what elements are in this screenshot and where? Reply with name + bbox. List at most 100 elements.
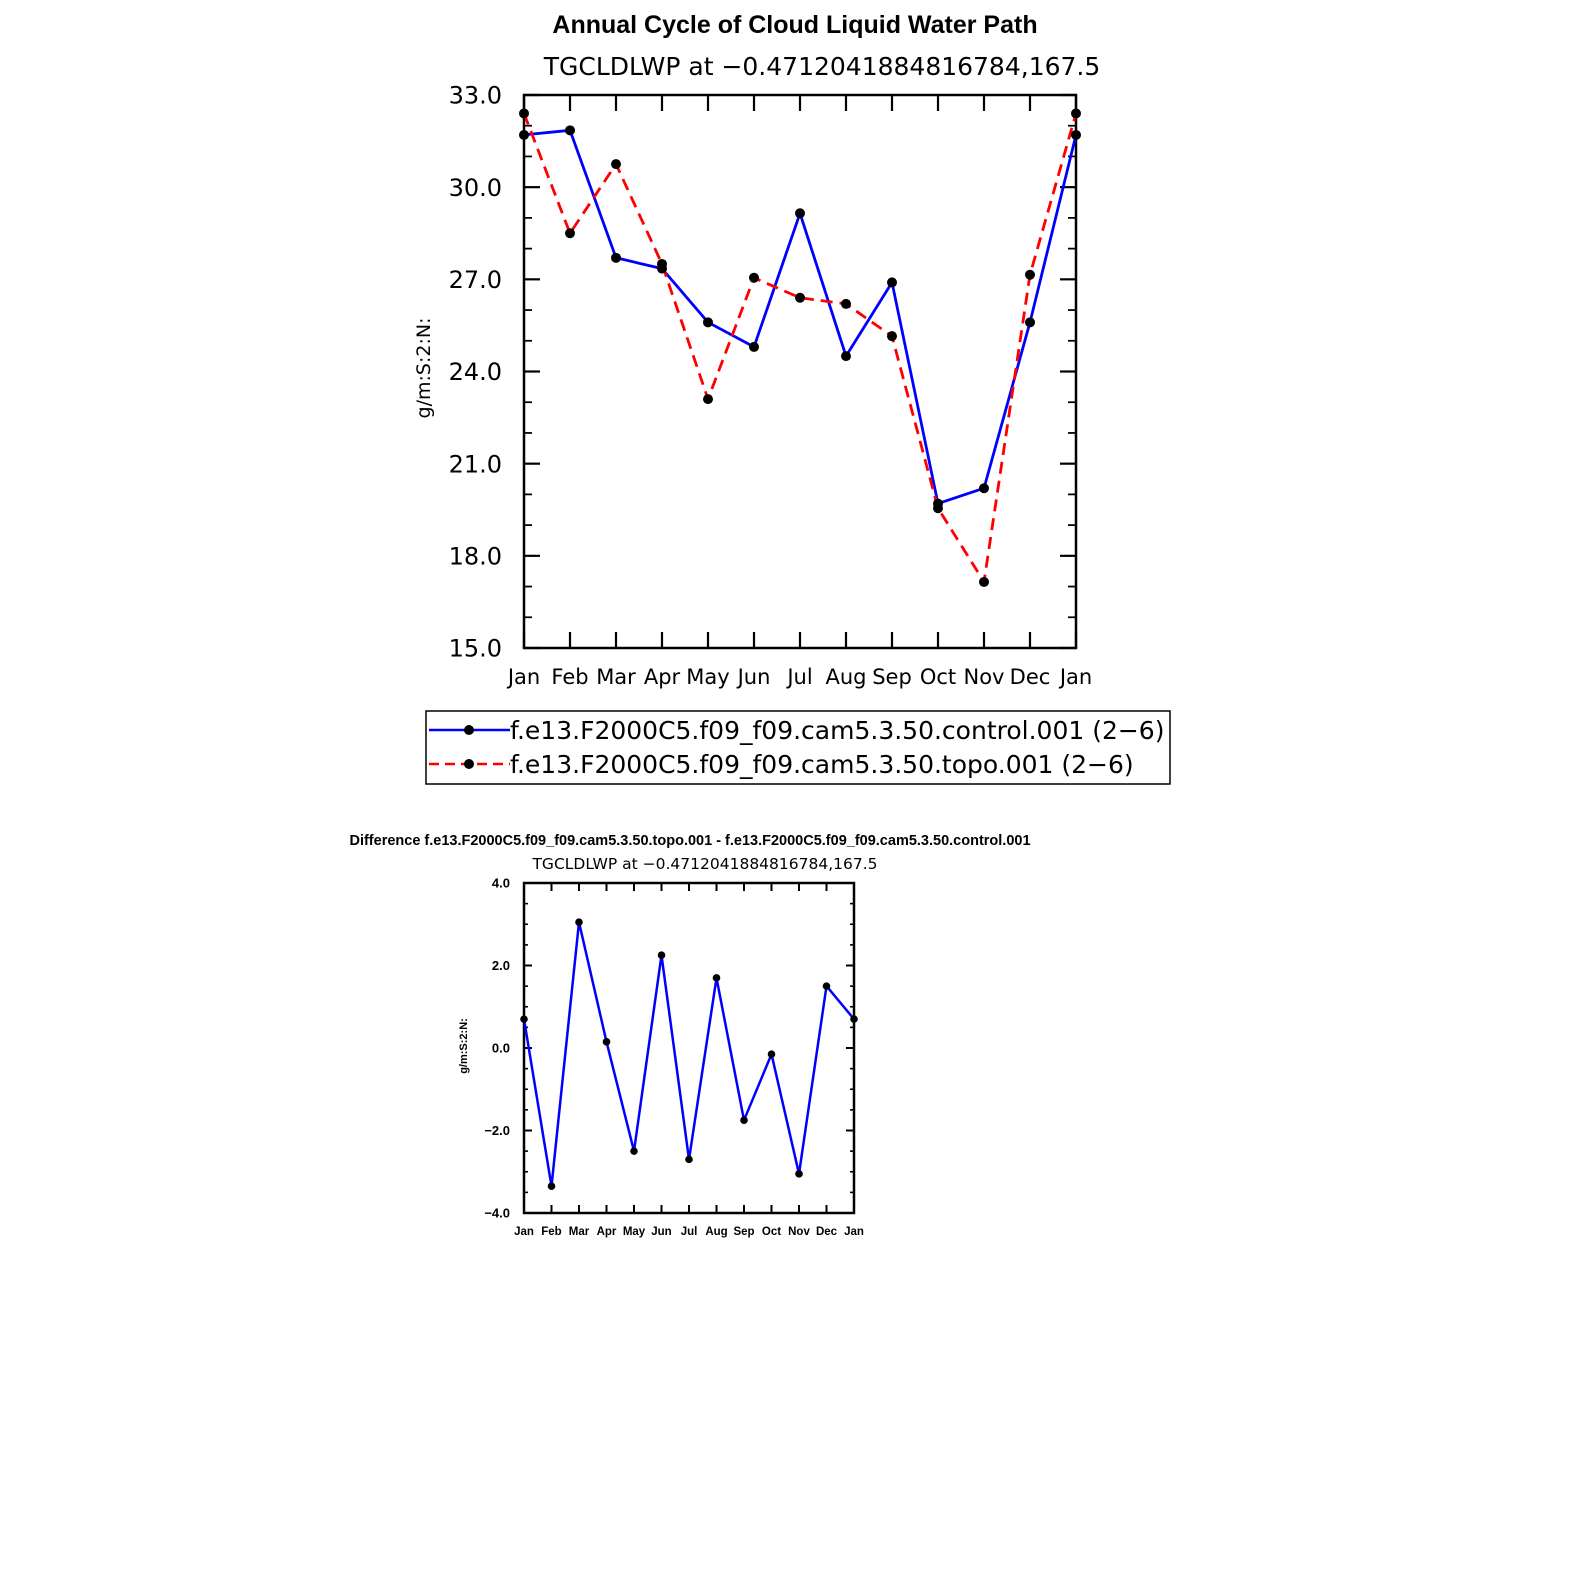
x-tick-label: Jun <box>736 665 771 689</box>
plot-frame <box>522 881 856 1215</box>
data-point <box>575 918 583 926</box>
data-point <box>749 341 759 352</box>
x-tick-label: Oct <box>920 665 956 689</box>
chart-subtitle: TGCLDLWP at −0.4712041884816784,167.5 <box>531 855 877 873</box>
data-point <box>887 277 897 288</box>
x-tick-label: Oct <box>762 1226 781 1238</box>
data-point <box>1025 269 1035 280</box>
legend-box <box>425 710 1171 785</box>
x-tick-label: Sep <box>872 665 912 689</box>
y-tick-label: 15.0 <box>449 635 502 663</box>
series-layer <box>520 918 858 1190</box>
x-tick-label: Mar <box>569 1226 590 1238</box>
data-point <box>519 129 529 140</box>
x-tick-label: Feb <box>541 1226 561 1238</box>
y-tick-labels: 15.0 18.0 21.0 24.0 27.0 30.0 33.0 <box>449 82 502 663</box>
series-line-0 <box>523 128 1078 506</box>
data-point <box>712 974 721 982</box>
y-tick-label: −4.0 <box>484 1206 510 1221</box>
y-tick-label: 21.0 <box>449 450 502 478</box>
y-tick-label: 2.0 <box>492 958 510 973</box>
data-point <box>565 125 575 136</box>
chart-title: Difference f.e13.F2000C5.f09_f09.cam5.3.… <box>349 833 1030 849</box>
data-point <box>630 1147 638 1155</box>
x-tick-label: Jan <box>844 1226 864 1238</box>
data-point <box>520 1015 528 1023</box>
legend-control-label: f.e13.F2000C5.f09_f09.cam5.3.50.control.… <box>510 716 1164 745</box>
x-tick-label: Apr <box>644 665 681 689</box>
y-axis-label: g/m:S:2:N: <box>413 318 435 419</box>
y-tick-label: 18.0 <box>449 542 502 570</box>
x-tick-label: Mar <box>596 665 636 689</box>
data-point <box>767 1050 776 1058</box>
data-point <box>749 272 759 283</box>
y-tick-label: 27.0 <box>449 266 502 294</box>
data-point <box>795 292 805 303</box>
data-point <box>611 159 621 170</box>
data-point <box>703 394 713 405</box>
y-tick-label: −2.0 <box>484 1123 510 1138</box>
x-tick-label: May <box>686 665 729 689</box>
x-tick-labels: Jan Feb Mar Apr May Jun Jul Aug Sep Oct Nov Dec Jan <box>514 1226 864 1238</box>
x-tick-label: Apr <box>597 1226 617 1238</box>
data-point <box>547 1182 556 1190</box>
x-tick-label: Jul <box>681 1226 698 1238</box>
x-tick-label: Jul <box>785 665 812 689</box>
x-tick-label: Dec <box>1010 665 1051 689</box>
data-point <box>611 252 621 263</box>
series-layer <box>519 108 1081 587</box>
legend-topo-marker <box>464 759 474 769</box>
annual-cycle-chart: Annual Cycle of Cloud Liquid Water Path … <box>413 11 1171 785</box>
data-point <box>657 258 667 269</box>
chart-subtitle: TGCLDLWP at −0.4712041884816784,167.5 <box>543 52 1101 81</box>
y-tick-label: 4.0 <box>492 876 510 891</box>
y-tick-label: 30.0 <box>449 174 502 202</box>
legend: f.e13.F2000C5.f09_f09.cam5.3.50.control.… <box>425 710 1171 785</box>
data-point <box>565 228 575 239</box>
axes-frame <box>522 881 856 1215</box>
x-tick-label: Aug <box>825 665 866 689</box>
axes-frame <box>522 93 1078 650</box>
data-point <box>602 1038 611 1046</box>
x-tick-label: Feb <box>551 665 588 689</box>
data-point <box>1025 317 1035 328</box>
x-tick-label: Jan <box>506 665 540 689</box>
data-point <box>841 298 851 309</box>
x-tick-label: Nov <box>788 1226 810 1238</box>
data-point <box>703 317 713 328</box>
x-tick-label: Dec <box>816 1226 838 1238</box>
data-point <box>795 1170 803 1178</box>
x-tick-label: Sep <box>733 1226 754 1238</box>
legend-topo-label: f.e13.F2000C5.f09_f09.cam5.3.50.topo.001… <box>510 750 1134 779</box>
data-point <box>887 331 897 342</box>
data-point <box>685 1155 693 1164</box>
y-tick-label: 24.0 <box>449 358 502 386</box>
data-point <box>822 982 831 990</box>
data-point <box>519 108 529 119</box>
x-tick-label: Jan <box>1058 665 1092 689</box>
data-point <box>933 503 943 514</box>
data-point <box>1071 108 1081 119</box>
legend-control-marker <box>464 725 474 735</box>
data-point <box>979 576 989 587</box>
x-tick-labels: Jan Feb Mar Apr May Jun Jul Aug Sep Oct Nov Dec Jan <box>506 665 1092 689</box>
data-point <box>850 1015 858 1023</box>
series-line-0 <box>522 920 855 1188</box>
difference-chart: Difference f.e13.F2000C5.f09_f09.cam5.3.… <box>349 833 1030 1238</box>
y-tick-label: 33.0 <box>449 82 502 110</box>
x-tick-label: Jun <box>651 1226 671 1238</box>
data-point <box>1071 129 1081 140</box>
x-tick-label: Jan <box>514 1226 534 1238</box>
x-tick-label: Aug <box>705 1226 727 1238</box>
x-tick-label: Nov <box>964 665 1005 689</box>
y-axis-label: g/m:S:2:N: <box>458 1018 470 1074</box>
chart-title: Annual Cycle of Cloud Liquid Water Path <box>552 11 1037 39</box>
data-point <box>740 1116 748 1124</box>
data-point <box>795 208 805 219</box>
data-point <box>979 483 989 494</box>
x-tick-label: May <box>623 1226 646 1238</box>
data-point <box>657 951 666 959</box>
y-tick-labels: −4.0 −2.0 0.0 2.0 4.0 <box>484 876 510 1221</box>
series-line-1 <box>522 112 1078 584</box>
